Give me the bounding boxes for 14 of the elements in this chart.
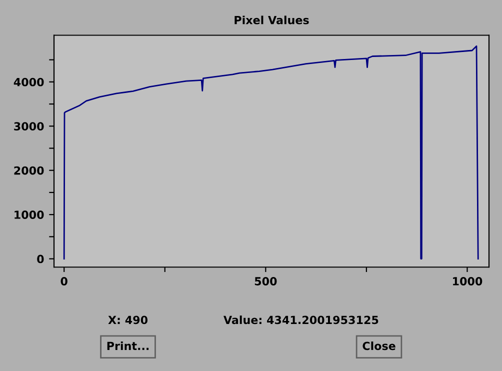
x-tick-label: 1000: [453, 277, 482, 286]
y-tick-label: 4000: [14, 78, 44, 86]
text: Close: [362, 342, 396, 350]
text: Value: 4341.2001953125: [224, 316, 378, 324]
y-tick-label: 1000: [14, 210, 44, 219]
text: X: 490: [108, 316, 148, 324]
y-tick-label: 2000: [14, 166, 44, 175]
line-series: [63, 45, 479, 260]
x-tick-label: 500: [254, 277, 277, 286]
y-tick-label: 3000: [14, 122, 44, 131]
x-tick-label: 0: [60, 277, 68, 286]
text: Print...: [107, 342, 149, 350]
y-tick-label: 0: [37, 254, 44, 264]
chart-title: Pixel Values: [234, 16, 309, 24]
